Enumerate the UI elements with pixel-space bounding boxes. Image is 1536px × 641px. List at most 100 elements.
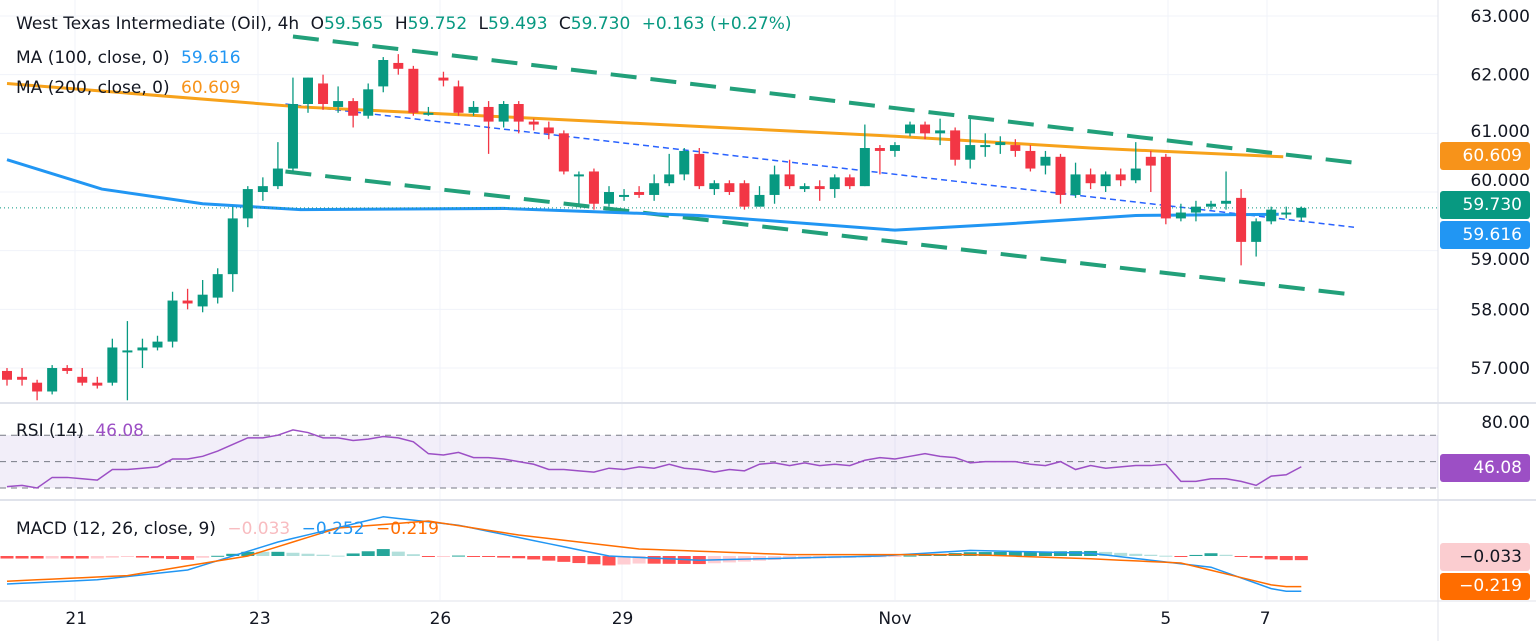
candle bbox=[318, 74, 329, 110]
macd-histogram-bar bbox=[166, 556, 180, 560]
macd-histogram-bar bbox=[45, 556, 59, 559]
macd-line bbox=[6, 516, 1302, 593]
candle-body bbox=[1175, 212, 1186, 219]
candle-body bbox=[272, 168, 283, 187]
macd-histogram-bar bbox=[60, 556, 74, 559]
candle bbox=[242, 186, 253, 228]
macd-histogram-bar bbox=[1023, 551, 1037, 556]
candle bbox=[754, 186, 765, 207]
candle-body bbox=[874, 148, 885, 151]
candle-body bbox=[935, 130, 946, 134]
candle-body bbox=[513, 104, 524, 122]
macd-histogram-bar bbox=[15, 556, 29, 559]
last-price-badge: 59.730 bbox=[1440, 191, 1530, 219]
candle-body bbox=[92, 382, 103, 386]
candle-body bbox=[453, 86, 464, 113]
ma200-legend[interactable]: MA (200, close, 0) 60.609 bbox=[16, 78, 247, 98]
candle bbox=[17, 368, 28, 386]
macd-histogram-bar bbox=[151, 556, 164, 559]
candle bbox=[905, 121, 915, 137]
candle bbox=[829, 174, 840, 198]
candle bbox=[1040, 150, 1051, 175]
time-tick-label: 5 bbox=[1160, 609, 1171, 629]
candle bbox=[935, 118, 946, 146]
candle bbox=[272, 142, 283, 190]
candle-body bbox=[423, 112, 434, 115]
candle bbox=[453, 80, 464, 116]
candle bbox=[1010, 139, 1021, 157]
candle-body bbox=[1055, 156, 1066, 195]
candle-body bbox=[378, 60, 389, 87]
candle bbox=[498, 101, 509, 128]
candle bbox=[152, 335, 163, 351]
ma200-label: MA (200, close, 0) bbox=[16, 78, 170, 98]
candle bbox=[47, 365, 58, 395]
low-label: L bbox=[478, 14, 489, 34]
macd-histogram-bar bbox=[1234, 556, 1248, 557]
candle-body bbox=[303, 77, 313, 105]
candle bbox=[468, 101, 479, 116]
candle-body bbox=[62, 368, 73, 371]
macd-histogram-bar bbox=[1054, 551, 1067, 556]
candle-body bbox=[333, 101, 344, 107]
rsi-legend[interactable]: RSI (14) 46.08 bbox=[16, 421, 150, 441]
candle-body bbox=[995, 142, 1006, 146]
candle-body bbox=[1281, 212, 1292, 215]
macd-histogram-bar bbox=[1264, 556, 1278, 560]
ma200-price-badge: 60.609 bbox=[1440, 142, 1530, 170]
macd-histogram-bar bbox=[1189, 554, 1203, 556]
candle-body bbox=[1145, 156, 1156, 166]
candle-body bbox=[694, 153, 705, 187]
candle-body bbox=[1160, 156, 1171, 219]
macd-histogram-bar bbox=[482, 556, 496, 557]
candle-body bbox=[1296, 207, 1307, 218]
macd-histogram-bar bbox=[1144, 554, 1158, 556]
ma100-legend[interactable]: MA (100, close, 0) 59.616 bbox=[16, 48, 247, 68]
candle bbox=[107, 338, 118, 386]
macd-histogram-bar bbox=[1204, 553, 1218, 556]
candle-body bbox=[1266, 209, 1277, 222]
candle bbox=[604, 186, 614, 207]
macd-legend[interactable]: MACD (12, 26, close, 9) −0.033 −0.252 −0… bbox=[16, 519, 445, 539]
candle bbox=[122, 321, 133, 401]
macd-histogram-bar bbox=[361, 551, 375, 556]
candle bbox=[77, 368, 88, 386]
candle bbox=[182, 288, 193, 310]
candle bbox=[378, 57, 389, 93]
macd-histogram-bar bbox=[1174, 556, 1188, 557]
candle bbox=[724, 180, 735, 195]
candle bbox=[874, 145, 885, 175]
macd-histogram-bar bbox=[978, 552, 992, 556]
ma100-label: MA (100, close, 0) bbox=[16, 48, 170, 68]
candle-body bbox=[287, 104, 298, 169]
macd-signal-line bbox=[6, 520, 1302, 588]
macd-histogram-bar bbox=[1294, 556, 1308, 561]
macd-histogram-bar bbox=[527, 556, 541, 560]
candle bbox=[438, 71, 449, 87]
candle bbox=[1070, 162, 1081, 198]
macd-histogram-bar bbox=[331, 555, 345, 557]
macd-line-value: −0.252 bbox=[301, 519, 365, 539]
time-tick-label: 29 bbox=[612, 609, 634, 629]
channel-upper-line bbox=[292, 34, 1355, 165]
macd-histogram-bar bbox=[662, 556, 676, 564]
price-tick-label: 61.000 bbox=[1471, 122, 1530, 142]
candle bbox=[1160, 153, 1171, 225]
candle-body bbox=[709, 183, 720, 190]
macd-signal-value: −0.219 bbox=[375, 519, 439, 539]
candle bbox=[889, 142, 900, 157]
candle bbox=[588, 168, 599, 210]
candle bbox=[92, 376, 103, 389]
close-value: C59.730 bbox=[559, 14, 630, 34]
macd-histogram-bar bbox=[0, 556, 14, 559]
candle-body bbox=[829, 177, 840, 190]
candle bbox=[1115, 168, 1126, 187]
macd-histogram-bar bbox=[602, 556, 616, 566]
macd-histogram-bar bbox=[632, 556, 646, 564]
macd-histogram-bar bbox=[1219, 554, 1233, 556]
candle-body bbox=[167, 300, 178, 342]
candle bbox=[483, 101, 494, 154]
macd-histogram-bar bbox=[226, 553, 240, 556]
candle-body bbox=[859, 148, 870, 187]
